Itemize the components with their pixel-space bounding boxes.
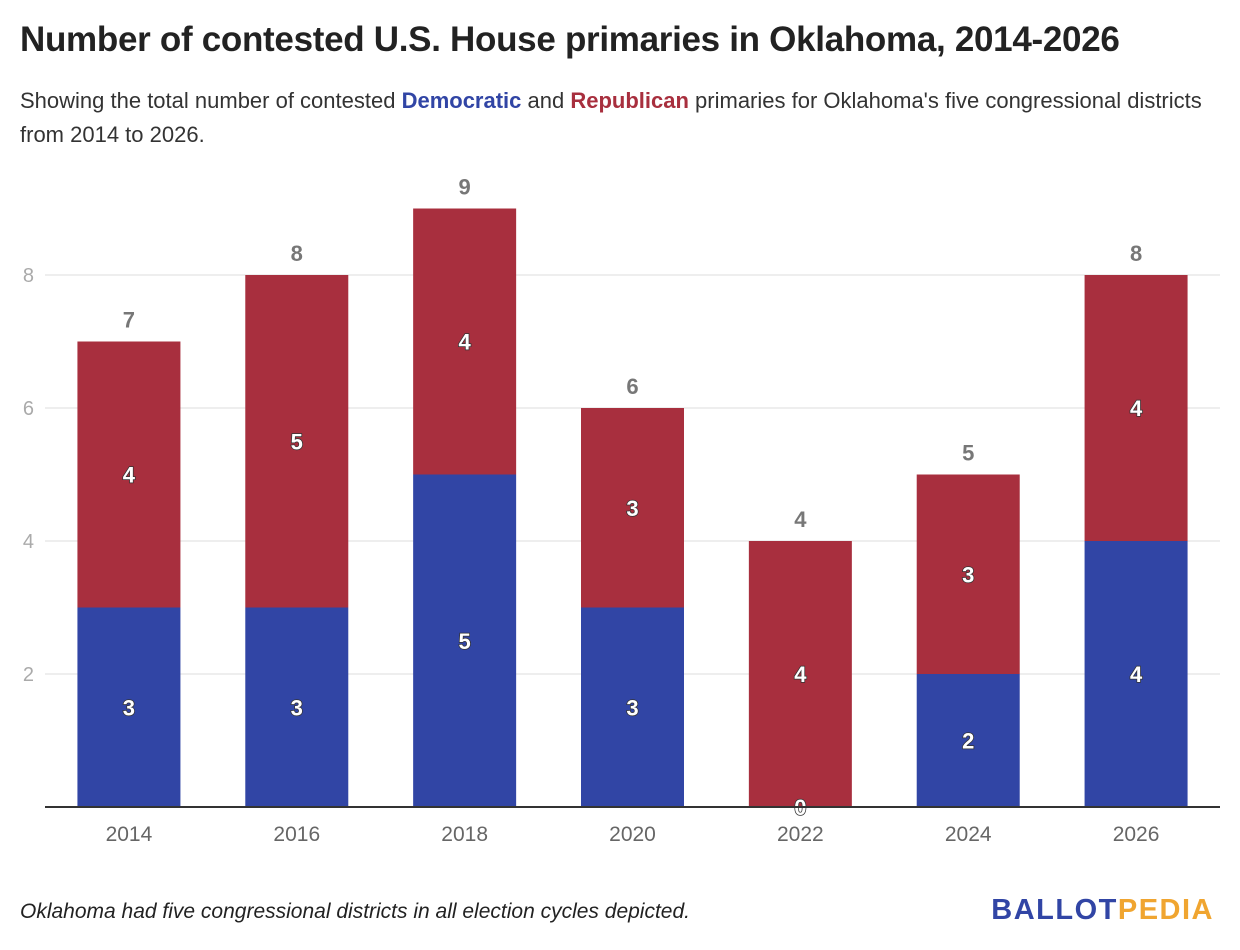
data-label-republican: 4 [1130,396,1143,421]
y-tick-label: 2 [23,664,34,686]
data-label-republican: 5 [291,429,303,454]
data-label-democratic: 2 [962,729,974,754]
x-tick-label: 2018 [441,823,488,846]
total-label: 9 [459,175,471,200]
subtitle-suffix: primaries for Oklahoma's five congressio… [20,88,1202,147]
data-label-democratic: 3 [626,695,638,720]
data-label-republican: 3 [626,496,638,521]
bar-democratic [581,607,684,807]
footnote: Oklahoma had five congressional district… [20,900,691,923]
data-label-republican: 4 [794,662,807,687]
bar-republican [748,541,852,807]
total-label: 7 [123,308,135,333]
total-label: 6 [626,374,638,399]
data-label-democratic: 3 [291,695,303,720]
data-label-republican: 4 [123,463,136,488]
stacked-bar-chart: 2468347201435820165492018336202004420222… [23,175,1220,846]
y-tick-label: 6 [23,398,34,420]
bar-democratic [413,474,517,807]
bar-democratic [916,674,1020,807]
data-label-democratic: 4 [1130,662,1143,687]
chart-title: Number of contested U.S. House primaries… [20,20,1120,59]
x-tick-label: 2016 [273,823,320,846]
data-label-democratic: 3 [123,695,135,720]
total-label: 8 [1130,241,1142,266]
total-label: 5 [962,441,974,466]
total-label: 4 [794,507,807,532]
bar-republican [413,208,517,475]
x-tick-label: 2024 [945,823,992,846]
x-tick-label: 2022 [777,823,824,846]
data-label-republican: 3 [962,562,974,587]
subtitle-democratic: Democratic [401,88,522,113]
x-tick-label: 2020 [609,823,656,846]
chart-subtitle: Showing the total number of contested De… [20,84,1220,152]
y-tick-label: 8 [23,265,34,287]
bar-republican [1084,275,1188,541]
subtitle-prefix: Showing the total number of contested [20,88,402,113]
logo-pedia: PEDIA [1117,894,1214,926]
bar-republican [916,474,1020,674]
subtitle-and: and [521,88,571,113]
logo-ballot: BALLOT [991,894,1118,926]
ballotpedia-logo: BALLOTPEDIA [991,894,1214,927]
bar-republican [245,275,349,608]
data-label-democratic: 5 [459,629,471,654]
data-label-republican: 4 [459,330,472,355]
bar-democratic [245,607,349,807]
bar-republican [581,408,684,608]
x-tick-label: 2026 [1113,823,1160,846]
bar-democratic [77,607,181,807]
bar-republican [77,341,181,608]
subtitle-republican: Republican [570,88,689,113]
y-tick-label: 4 [23,531,34,553]
total-label: 8 [291,241,303,266]
x-tick-label: 2014 [106,823,153,846]
bar-democratic [1084,541,1188,807]
